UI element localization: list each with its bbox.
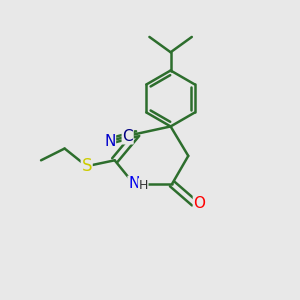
Text: N: N: [104, 134, 116, 148]
Text: H: H: [139, 179, 148, 192]
Text: O: O: [194, 196, 206, 211]
Text: S: S: [81, 157, 92, 175]
Text: C: C: [122, 129, 133, 144]
Text: N: N: [128, 176, 140, 191]
